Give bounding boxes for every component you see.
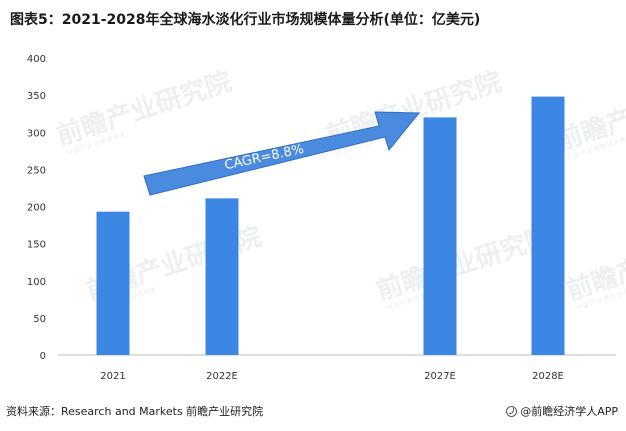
bar-2028E	[531, 96, 565, 356]
y-tick-label: 100	[27, 277, 46, 288]
x-tick-label: 2021	[100, 371, 125, 382]
bar-2022E	[205, 198, 239, 355]
cagr-label: CAGR=8.8%	[223, 142, 305, 173]
bar-2021	[96, 211, 130, 355]
watermark-text: 前瞻产业研究院	[53, 66, 236, 152]
y-tick-label: 250	[27, 165, 46, 176]
x-tick-label: 2027E	[424, 371, 456, 382]
bar-2027E	[423, 117, 457, 356]
y-tick-label: 350	[27, 91, 46, 102]
chart-title: 图表5：2021-2028年全球海水淡化行业市场规模体量分析(单位：亿美元)	[10, 12, 481, 28]
watermark-text: 前瞻产业研究院	[373, 221, 556, 307]
source-note: 资料来源：Research and Markets 前瞻产业研究院	[6, 405, 264, 418]
bars-layer	[96, 96, 565, 356]
y-tick-label: 300	[27, 128, 46, 139]
x-tick-label: 2028E	[532, 371, 564, 382]
y-tick-label: 200	[27, 203, 46, 214]
y-tick-label: 50	[33, 314, 46, 325]
y-tick-label: 400	[27, 54, 46, 65]
y-tick-labels: 0 50 100 150 200 250 300 350 400	[27, 54, 46, 362]
brand-text: @前瞻经济学人APP	[520, 405, 618, 418]
y-tick-label: 0	[40, 351, 46, 362]
y-tick-label: 150	[27, 240, 46, 251]
x-tick-label: 2022E	[206, 371, 238, 382]
x-tick-labels: 2021 2022E 2027E 2028E	[100, 371, 564, 382]
cagr-arrow-shape	[143, 111, 421, 196]
brand-logo-icon	[506, 405, 518, 417]
brand-credit: @前瞻经济学人APP	[506, 403, 618, 419]
